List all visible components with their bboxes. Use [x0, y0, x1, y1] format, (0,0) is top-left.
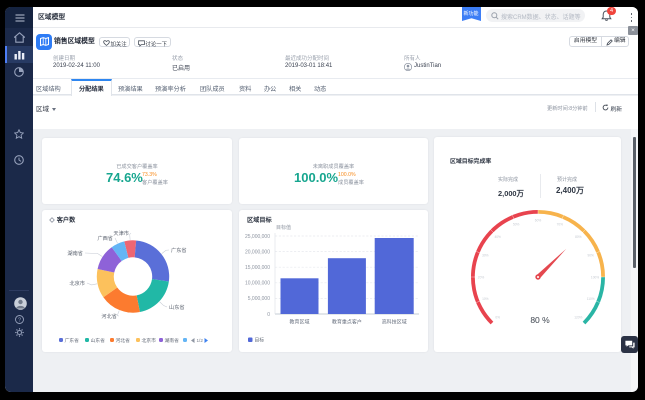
svg-text:河北省: 河北省 — [116, 337, 131, 344]
svg-text:25,000,000: 25,000,000 — [245, 234, 270, 240]
svg-text:山东省: 山东省 — [169, 303, 185, 311]
svg-text:30%: 30% — [482, 253, 489, 257]
svg-text:20,000,000: 20,000,000 — [245, 249, 270, 255]
svg-text:60%: 60% — [535, 218, 542, 222]
svg-text:70%: 70% — [557, 223, 564, 227]
svg-text:0: 0 — [267, 312, 270, 318]
svg-text:5,000,000: 5,000,000 — [248, 296, 270, 302]
svg-text:天津市: 天津市 — [113, 229, 129, 237]
svg-text:110%: 110% — [587, 297, 595, 301]
svg-text:50%: 50% — [513, 223, 520, 227]
svg-text:教育区域: 教育区域 — [289, 319, 309, 326]
svg-text:北京市: 北京市 — [69, 279, 85, 287]
svg-text:15,000,000: 15,000,000 — [245, 265, 270, 271]
svg-text:80%: 80% — [575, 235, 582, 239]
svg-text:20%: 20% — [478, 275, 485, 279]
svg-text:目标值: 目标值 — [276, 224, 291, 231]
svg-text:高科技区域: 高科技区域 — [382, 319, 407, 326]
svg-text:40%: 40% — [494, 235, 501, 239]
svg-text:目标: 目标 — [255, 337, 265, 344]
svg-text:广东省: 广东省 — [171, 246, 187, 254]
svg-text:北京市: 北京市 — [142, 337, 157, 344]
svg-text:1/2: 1/2 — [197, 338, 204, 343]
svg-text:湖南省: 湖南省 — [165, 337, 180, 344]
svg-text:广西省: 广西省 — [97, 234, 113, 242]
svg-text:0%: 0% — [495, 316, 500, 320]
svg-text:河北省: 河北省 — [101, 312, 117, 320]
svg-text:10%: 10% — [482, 297, 489, 301]
svg-text:湖南省: 湖南省 — [67, 249, 83, 257]
svg-text:90%: 90% — [587, 253, 594, 257]
svg-text:100%: 100% — [591, 275, 599, 279]
svg-text:?: ? — [17, 317, 21, 323]
svg-text:80 %: 80 % — [530, 315, 550, 325]
svg-text:山东省: 山东省 — [91, 337, 106, 344]
svg-text:120%: 120% — [574, 316, 582, 320]
svg-text:教育重点客户: 教育重点客户 — [332, 319, 362, 326]
svg-text:广东省: 广东省 — [65, 337, 80, 344]
svg-text:10,000,000: 10,000,000 — [245, 281, 270, 287]
